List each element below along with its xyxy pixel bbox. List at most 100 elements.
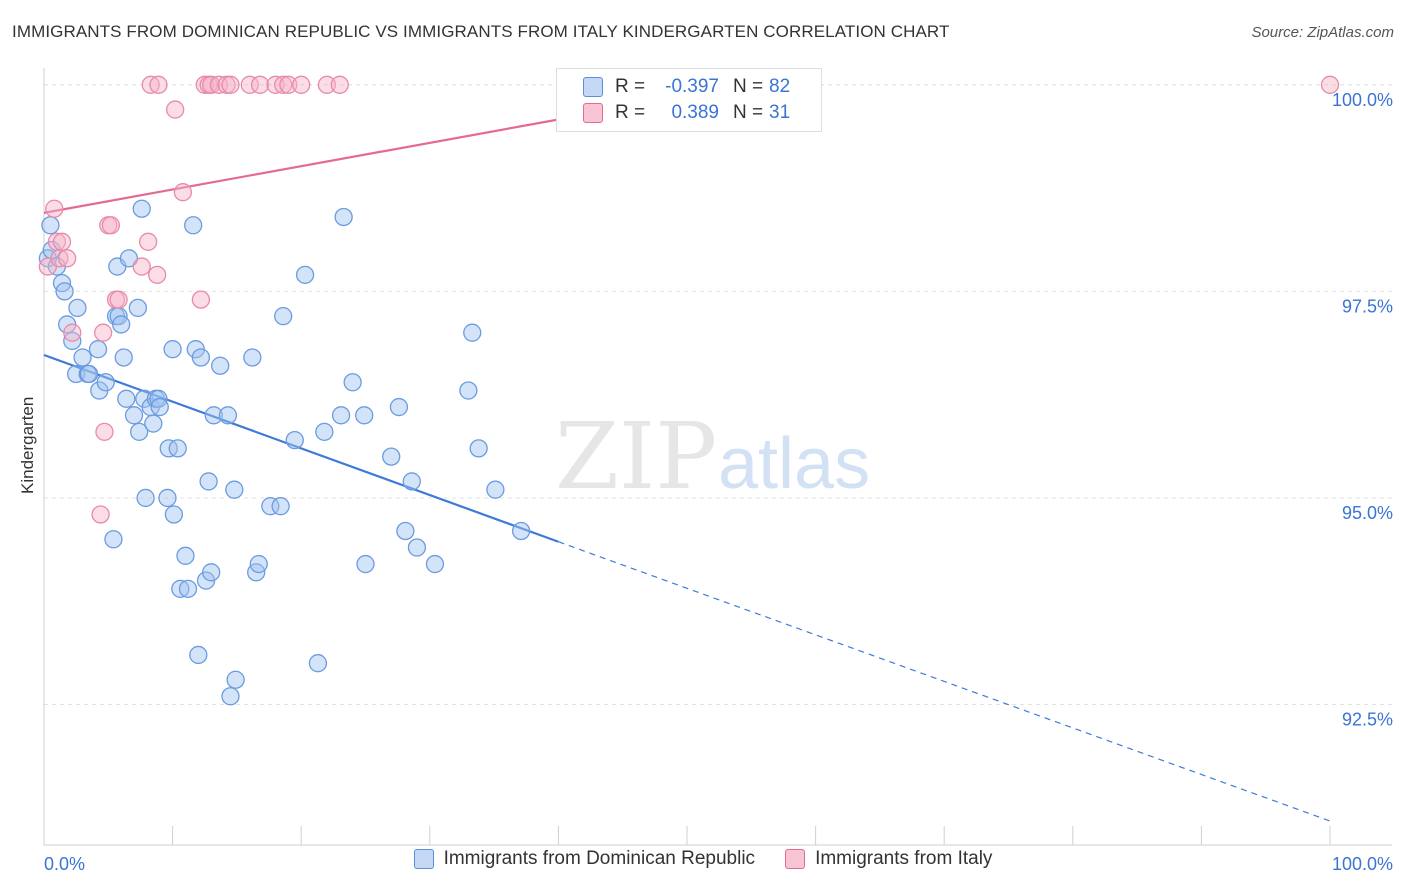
y-axis-label: Kindergarten: [18, 396, 37, 494]
point-dominican: [402, 472, 421, 491]
point-italy: [109, 290, 128, 309]
point-dominican: [163, 340, 182, 359]
point-dominican: [271, 497, 290, 516]
point-dominican: [511, 521, 531, 541]
point-dominican: [331, 406, 351, 425]
legend-swatch-pink: [785, 849, 806, 869]
point-dominican: [104, 530, 123, 549]
chart-title: IMMIGRANTS FROM DOMINICAN REPUBLIC VS IM…: [12, 22, 950, 41]
point-dominican: [41, 216, 60, 235]
point-italy: [45, 199, 64, 218]
n-label: N =: [733, 102, 764, 123]
point-dominican: [343, 373, 362, 392]
data-points: [38, 75, 1340, 706]
point-dominican: [184, 216, 203, 235]
watermark-zip: ZIP: [555, 403, 717, 510]
point-italy: [94, 323, 113, 342]
point-italy: [1320, 75, 1340, 94]
point-italy: [149, 75, 168, 94]
point-dominican: [191, 348, 211, 367]
point-dominican: [396, 521, 415, 541]
axes: [43, 68, 1392, 846]
point-dominican: [168, 439, 187, 458]
y-tick-label: 95.0%: [1342, 503, 1393, 523]
y-tick-label: 92.5%: [1342, 710, 1393, 730]
point-italy: [141, 75, 160, 94]
stats-swatch-pink: [583, 103, 603, 123]
point-dominican: [308, 654, 328, 673]
x-tick-label-start: 0.0%: [44, 854, 85, 874]
legend: Immigrants from Dominican Republic Immig…: [0, 848, 1406, 870]
point-dominican: [295, 265, 315, 284]
y-tick-label: 100.0%: [1332, 90, 1393, 110]
point-dominican: [119, 249, 139, 268]
point-dominican: [144, 414, 163, 433]
point-dominican: [226, 670, 245, 689]
point-dominican: [486, 480, 505, 499]
legend-label: Immigrants from Dominican Republic: [443, 848, 756, 869]
point-dominican: [117, 389, 136, 408]
point-italy: [240, 75, 259, 94]
point-dominican: [114, 348, 133, 367]
point-dominican: [425, 554, 445, 574]
point-dominican: [389, 397, 409, 417]
point-dominican: [79, 364, 99, 384]
point-dominican: [176, 546, 195, 565]
point-dominican: [73, 348, 92, 367]
point-italy: [191, 290, 211, 309]
point-italy: [317, 75, 337, 94]
point-dominican: [199, 472, 218, 491]
point-italy: [63, 323, 82, 342]
point-italy: [292, 75, 311, 94]
point-dominican: [136, 488, 155, 508]
point-dominican: [463, 323, 482, 342]
point-italy: [101, 216, 121, 235]
point-dominican: [150, 397, 169, 417]
point-italy: [57, 249, 77, 268]
stats-box: R = -0.397 N = 82 R = 0.389 N = 31: [556, 68, 822, 132]
trend-line-italy: [43, 118, 559, 214]
legend-item-italy[interactable]: Immigrants from Italy: [785, 848, 992, 870]
trend-line-dominican-extrapolated: [558, 541, 1331, 822]
tick-labels: 92.5% 95.0% 97.5% 100.0% 0.0% 100.0%: [44, 90, 1393, 874]
point-dominican: [132, 199, 151, 218]
point-dominican: [355, 406, 374, 425]
point-dominican: [225, 480, 244, 499]
point-italy: [52, 232, 72, 251]
point-dominican: [459, 381, 478, 400]
point-dominican: [334, 207, 353, 227]
legend-label: Immigrants from Italy: [815, 848, 993, 869]
point-dominican: [202, 563, 221, 582]
legend-item-dominican[interactable]: Immigrants from Dominican Republic: [413, 848, 756, 870]
trend-line-dominican: [43, 353, 559, 543]
point-dominican: [407, 538, 427, 557]
point-italy: [202, 75, 221, 94]
point-italy: [148, 265, 167, 284]
point-dominican: [274, 307, 293, 326]
point-italy: [266, 75, 285, 94]
point-dominican: [68, 298, 87, 318]
point-dominican: [211, 356, 230, 375]
r-label: R =: [615, 76, 646, 97]
point-italy: [279, 75, 298, 94]
point-italy: [217, 75, 236, 94]
point-italy: [330, 75, 349, 94]
watermark-atlas: atlas: [718, 424, 870, 504]
legend-swatch-blue: [413, 849, 434, 869]
watermark: ZIP atlas: [555, 403, 870, 510]
point-dominican: [55, 282, 74, 301]
point-italy: [274, 75, 293, 94]
point-dominican: [315, 422, 334, 441]
point-dominican: [178, 579, 198, 598]
r-value: 0.389: [671, 102, 719, 123]
point-italy: [195, 75, 214, 94]
n-value: 31: [769, 102, 791, 123]
r-value: -0.397: [665, 76, 719, 97]
n-value: 82: [769, 76, 791, 97]
point-dominican: [218, 406, 238, 425]
x-tick-label-end: 100.0%: [1332, 854, 1393, 874]
chart-source: Source: ZipAtlas.com: [1251, 24, 1394, 41]
point-italy: [95, 422, 114, 441]
n-label: N =: [733, 76, 764, 97]
